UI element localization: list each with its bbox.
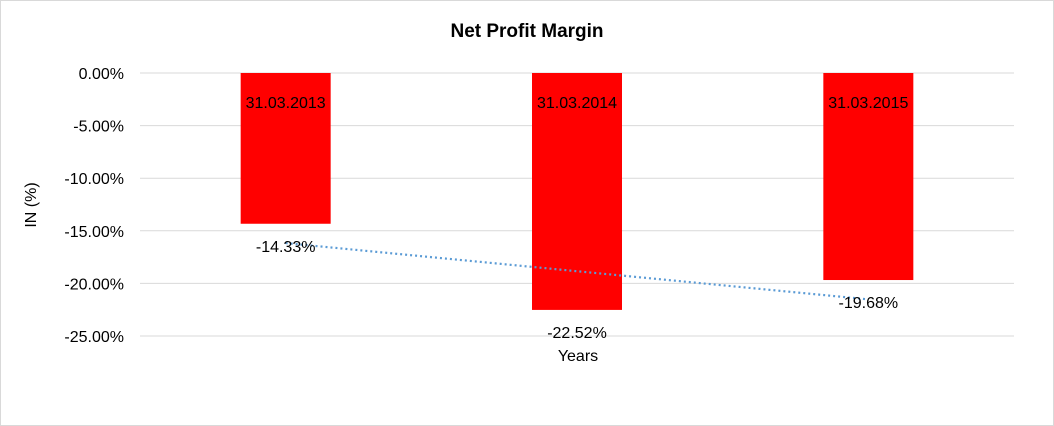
y-tick-label: -10.00%: [64, 171, 124, 188]
data-label: -19.68%: [839, 295, 899, 312]
data-label: -14.33%: [256, 239, 316, 256]
data-label: -22.52%: [547, 325, 607, 342]
y-tick-label: 0.00%: [79, 66, 124, 83]
category-label: 31.03.2015: [828, 95, 908, 112]
category-label: 31.03.2014: [537, 95, 617, 112]
y-axis-label: IN (%): [23, 182, 40, 227]
bars: [240, 73, 914, 310]
x-axis-label: Years: [558, 348, 598, 365]
bar: [240, 73, 331, 224]
y-axis-ticks: 0.00% -5.00% -10.00% -15.00% -20.00% -25.00%: [64, 66, 124, 346]
chart-title: Net Profit Margin: [450, 21, 603, 42]
y-tick-label: -5.00%: [73, 119, 124, 136]
y-tick-label: -25.00%: [64, 329, 124, 346]
bar: [532, 73, 622, 310]
category-label: 31.03.2013: [246, 95, 326, 112]
labels: 31.03.2013 -14.33% 31.03.2014 -22.52% 31.03.…: [246, 95, 909, 342]
bar: [823, 73, 914, 281]
y-tick-label: -15.00%: [64, 224, 124, 241]
y-tick-label: -20.00%: [64, 276, 124, 293]
